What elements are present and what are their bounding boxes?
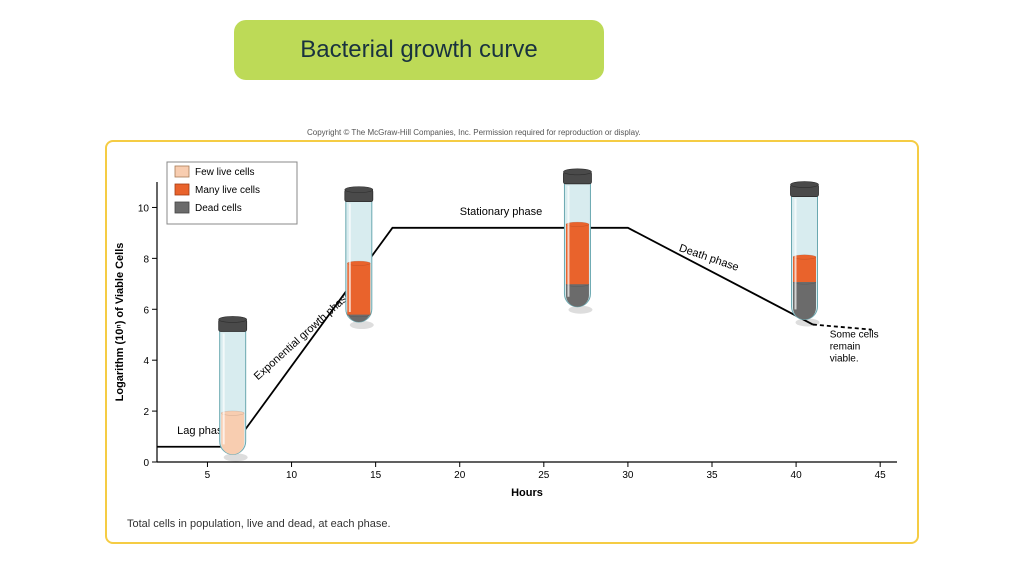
x-tick-label: 30 [622, 470, 634, 481]
x-axis-label: Hours [511, 487, 543, 499]
test-tube [563, 169, 592, 314]
viable-note: viable. [830, 353, 859, 364]
y-tick-label: 8 [143, 254, 149, 265]
test-tube [219, 316, 248, 461]
chart-frame: Copyright © The McGraw-Hill Companies, I… [105, 140, 919, 544]
y-tick-label: 6 [143, 305, 149, 316]
x-tick-label: 20 [454, 470, 466, 481]
copyright-text: Copyright © The McGraw-Hill Companies, I… [307, 128, 641, 137]
phase-label: Stationary phase [460, 206, 543, 218]
legend-label: Many live cells [195, 185, 260, 196]
y-axis-label: Logarithm (10ⁿ) of Viable Cells [114, 243, 126, 402]
x-tick-label: 10 [286, 470, 298, 481]
phase-label: Exponential growth phase [252, 289, 354, 383]
x-tick-label: 15 [370, 470, 382, 481]
legend-swatch [175, 184, 189, 195]
y-tick-label: 2 [143, 407, 149, 418]
viable-note: Some cells [830, 329, 879, 340]
legend-label: Few live cells [195, 167, 254, 178]
x-tick-label: 25 [538, 470, 550, 481]
legend-swatch [175, 202, 189, 213]
page-title: Bacterial growth curve [234, 20, 604, 80]
y-tick-label: 4 [143, 356, 149, 367]
x-tick-label: 45 [875, 470, 887, 481]
x-tick-label: 5 [205, 470, 211, 481]
y-tick-label: 10 [138, 203, 150, 214]
test-tube [345, 187, 374, 329]
x-tick-label: 40 [791, 470, 803, 481]
viable-note: remain [830, 341, 861, 352]
x-tick-label: 35 [706, 470, 718, 481]
chart-caption: Total cells in population, live and dead… [127, 518, 391, 530]
legend-swatch [175, 166, 189, 177]
test-tube [791, 182, 820, 327]
growth-curve-chart: 0 2 4 6 8 10 5 10 15 20 25 30 35 40 45 Hours Logarithm (… [107, 142, 917, 542]
y-tick-label: 0 [143, 458, 149, 469]
legend-label: Dead cells [195, 203, 242, 214]
